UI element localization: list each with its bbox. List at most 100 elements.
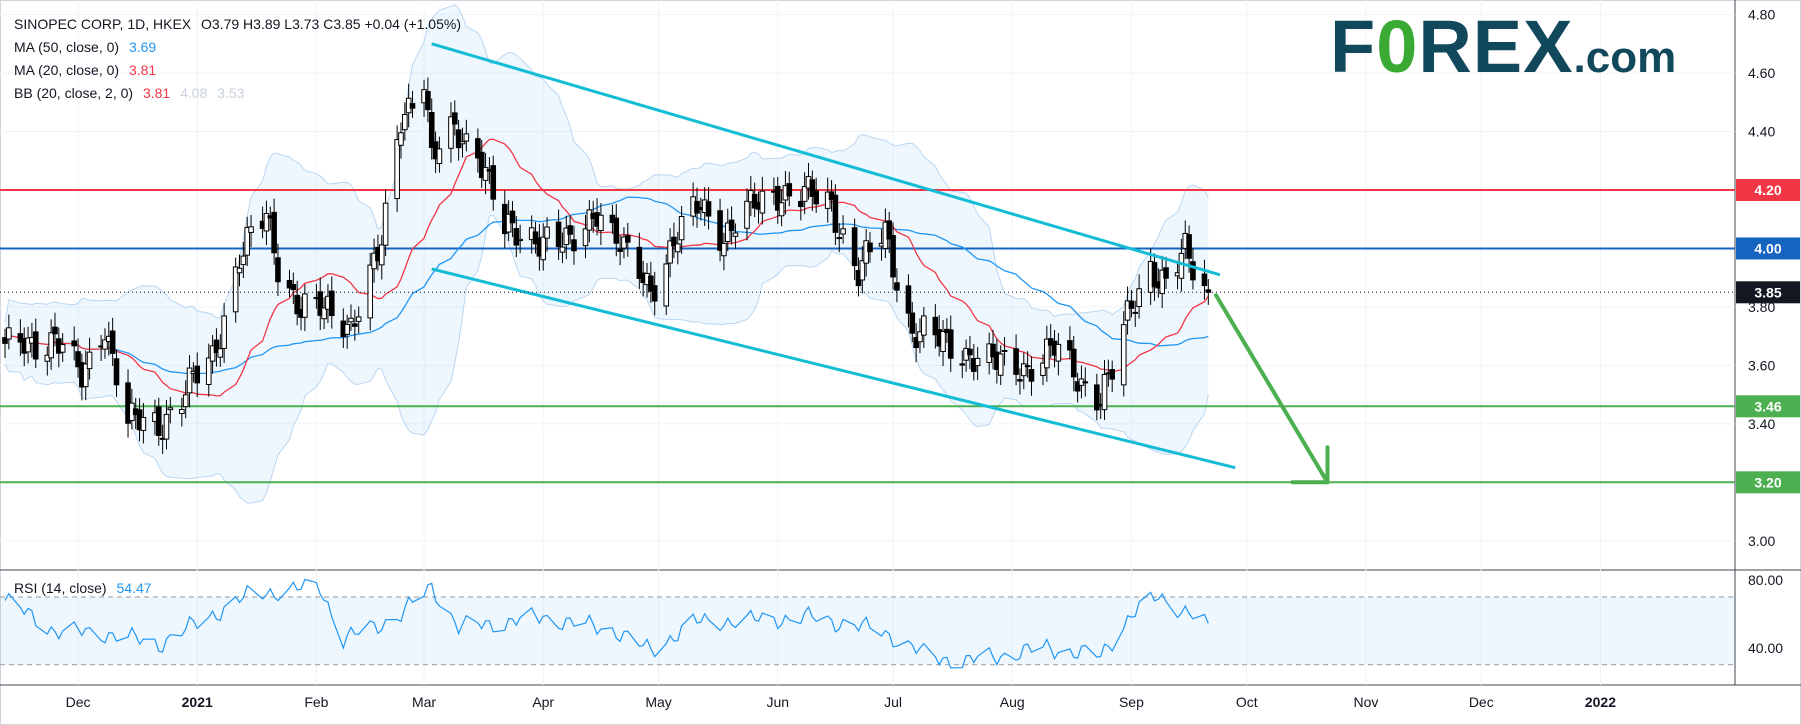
- candle-body: [613, 217, 620, 244]
- candle-body: [1163, 267, 1169, 279]
- candle-body: [344, 323, 350, 335]
- candle-body: [563, 227, 570, 246]
- candle-body: [667, 240, 673, 264]
- candle-body: [428, 112, 435, 148]
- candle-body: [721, 242, 727, 257]
- candle-body: [728, 219, 735, 232]
- candle-body: [1159, 269, 1165, 295]
- candle-body: [859, 260, 866, 281]
- candle-body: [990, 343, 996, 358]
- time-axis-label: Aug: [1000, 694, 1025, 710]
- chart-legend: SINOPEC CORP, 1D, HKEX O3.79 H3.89 L3.73…: [14, 13, 461, 105]
- candle-body: [367, 264, 374, 319]
- candle-body: [1013, 348, 1019, 375]
- legend-ma50-row: MA (50, close, 0) 3.69: [14, 36, 461, 59]
- candle-body: [1028, 369, 1035, 382]
- candle-body: [71, 340, 78, 347]
- candle-body: [459, 141, 466, 145]
- time-axis-label: 2022: [1585, 694, 1616, 710]
- candle-body: [1201, 273, 1208, 287]
- candle-body: [490, 165, 497, 200]
- candle-body: [248, 226, 254, 233]
- candle-body: [52, 326, 58, 335]
- time-axis-label: Apr: [532, 694, 554, 710]
- candle-body: [140, 417, 147, 431]
- price-axis-label: 4.40: [1748, 124, 1775, 140]
- candle-body: [1001, 349, 1008, 352]
- candle-body: [809, 179, 816, 198]
- time-axis-label: 2021: [182, 694, 213, 710]
- candle-body: [940, 330, 946, 352]
- legend-ma20-row: MA (20, close, 0) 3.81: [14, 59, 461, 82]
- candle-body: [1186, 234, 1192, 259]
- candle-body: [1074, 381, 1081, 392]
- rsi-axis-label: 40.00: [1748, 640, 1783, 656]
- level-label-target: 3.20: [1754, 474, 1781, 490]
- candle-body: [582, 228, 589, 247]
- candle-body: [1124, 300, 1131, 321]
- candle-body: [540, 236, 547, 261]
- candle-body: [355, 316, 362, 322]
- candle-body: [1017, 379, 1023, 382]
- candle-body: [109, 330, 116, 354]
- candle-body: [1136, 288, 1142, 308]
- candle-body: [236, 267, 243, 274]
- candle-body: [813, 190, 819, 205]
- candle-body: [194, 365, 201, 384]
- candle-body: [1120, 324, 1127, 386]
- candle-body: [886, 220, 893, 240]
- candle-body: [290, 284, 297, 291]
- time-axis-label: Jun: [766, 694, 789, 710]
- candle-body: [913, 337, 919, 349]
- candle-body: [974, 357, 981, 367]
- candle-body: [263, 213, 270, 232]
- candle-body: [455, 129, 462, 149]
- time-axis-label: May: [645, 694, 671, 710]
- candle-body: [394, 139, 400, 200]
- legend-ma20-label: MA (20, close, 0): [14, 62, 120, 78]
- rsi-line: [4, 578, 1209, 669]
- candle-body: [1151, 262, 1158, 288]
- candle-body: [617, 248, 623, 252]
- candle-body: [240, 255, 247, 266]
- candle-body: [1128, 300, 1135, 309]
- time-axis-label: Dec: [66, 694, 91, 710]
- candle-body: [113, 358, 120, 386]
- candles: [2, 77, 1212, 454]
- candle-body: [678, 216, 685, 241]
- time-axis-label: Dec: [1469, 694, 1494, 710]
- candle-body: [155, 406, 162, 436]
- candle-body: [82, 363, 89, 388]
- candle-body: [567, 225, 573, 235]
- candle-body: [352, 323, 358, 327]
- candle-body: [1082, 381, 1089, 384]
- candle-body: [302, 293, 308, 318]
- candle-body: [436, 148, 443, 165]
- level-tag-resistance: [1736, 179, 1800, 201]
- candle-body: [555, 221, 562, 248]
- candle-body: [905, 285, 912, 314]
- candle-body: [348, 317, 354, 323]
- candle-body: [86, 351, 93, 370]
- candle-body: [328, 290, 335, 317]
- candle-body: [1190, 261, 1196, 281]
- ma20-line: [4, 138, 1209, 397]
- candle-body: [832, 194, 839, 233]
- price-axis-label: 3.60: [1748, 357, 1775, 373]
- candle-body: [271, 211, 277, 254]
- candle-body: [732, 232, 739, 237]
- level-label-resistance: 4.20: [1754, 182, 1781, 198]
- channel-upper-line: [431, 42, 1221, 277]
- candle-body: [509, 210, 516, 224]
- candle-body: [275, 257, 281, 283]
- candle-body: [751, 193, 758, 209]
- last-price-label: 3.85: [1754, 284, 1781, 300]
- candle-body: [217, 348, 224, 358]
- candle-body: [517, 238, 523, 242]
- candle-body: [478, 151, 485, 179]
- candle-body: [947, 329, 954, 359]
- candle-body: [102, 339, 108, 350]
- candle-body: [75, 351, 81, 368]
- level-label-support: 3.46: [1754, 398, 1781, 414]
- candle-body: [402, 113, 408, 131]
